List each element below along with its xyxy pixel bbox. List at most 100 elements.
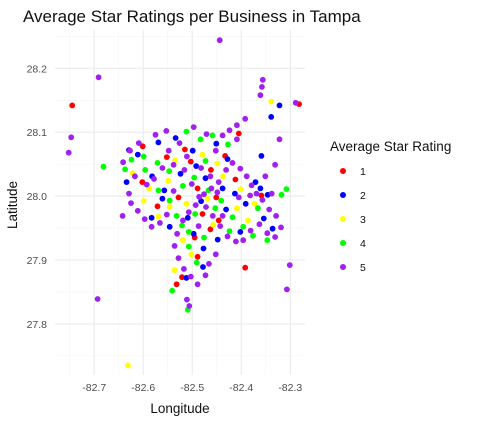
data-point (268, 98, 275, 105)
y-tick-label: 27.9 (27, 255, 48, 267)
data-point (159, 165, 166, 171)
data-point (180, 183, 186, 189)
data-point (268, 114, 275, 120)
data-point (286, 262, 293, 268)
data-point (143, 181, 150, 188)
data-point (197, 136, 204, 143)
data-point (255, 205, 261, 212)
data-point (208, 167, 214, 173)
data-point (183, 275, 190, 281)
data-point (193, 259, 200, 266)
data-point (229, 160, 236, 166)
data-point (203, 131, 210, 138)
data-point (166, 223, 173, 230)
data-point (180, 217, 186, 224)
data-point (152, 131, 159, 138)
data-point (220, 173, 227, 180)
data-point (159, 195, 166, 202)
data-point (192, 202, 199, 209)
data-point (217, 223, 224, 230)
legend-key-3 (340, 216, 346, 222)
data-point (272, 161, 278, 168)
data-point (207, 173, 214, 180)
data-point (283, 186, 290, 193)
data-point (266, 206, 273, 213)
data-point (198, 165, 205, 171)
data-point (242, 200, 249, 207)
data-point (212, 205, 219, 212)
data-point (226, 228, 233, 235)
data-point (258, 153, 265, 159)
data-point (219, 213, 226, 219)
data-point (120, 159, 126, 166)
data-point (215, 179, 222, 186)
data-point (259, 197, 266, 203)
data-point (184, 214, 191, 221)
data-point (210, 222, 217, 228)
data-point (188, 181, 195, 187)
data-point (273, 213, 279, 219)
legend-key-2 (340, 192, 346, 198)
data-point (199, 151, 206, 158)
data-point (209, 132, 216, 139)
data-point (200, 264, 206, 270)
data-point (268, 190, 275, 197)
data-point (154, 203, 161, 210)
data-point (224, 233, 231, 240)
data-point (165, 147, 172, 154)
x-tick-label: -82.6 (131, 382, 155, 394)
data-point (253, 190, 260, 197)
data-point (209, 213, 216, 219)
data-point (173, 213, 180, 219)
data-point (176, 140, 183, 147)
data-point (260, 215, 267, 222)
legend-label-2: 2 (360, 190, 366, 202)
y-tick-label: 28.2 (27, 63, 48, 75)
data-point (126, 190, 132, 197)
data-point (187, 273, 194, 280)
legend-label-4: 4 (360, 238, 366, 250)
data-point (259, 84, 265, 90)
data-point (202, 158, 209, 164)
data-point (218, 197, 225, 204)
data-point (194, 281, 201, 288)
legend-label-5: 5 (360, 262, 366, 274)
data-point (278, 224, 284, 231)
data-point (250, 232, 256, 239)
data-point (179, 222, 185, 229)
data-point (148, 223, 155, 230)
data-point (192, 211, 199, 217)
data-point (181, 167, 188, 173)
chart-title: Average Star Ratings per Business in Tam… (23, 7, 361, 26)
data-point (202, 175, 209, 182)
data-point (184, 153, 190, 160)
data-point (242, 264, 249, 271)
data-point (169, 287, 176, 294)
data-point (142, 167, 149, 173)
data-point (257, 92, 264, 99)
legend-items: 1 2 3 4 5 (340, 166, 366, 274)
data-point (194, 185, 201, 192)
data-point (175, 194, 182, 201)
data-point (68, 134, 75, 141)
data-point (170, 188, 177, 194)
data-point (151, 176, 157, 182)
data-point (235, 130, 242, 137)
data-point (251, 200, 258, 207)
data-point (245, 217, 252, 224)
data-point (163, 154, 170, 161)
y-axis-label: Latitude (5, 181, 20, 229)
data-point (252, 179, 259, 186)
data-point (163, 127, 170, 134)
data-point (174, 230, 181, 237)
data-point (180, 237, 186, 244)
data-point (232, 190, 238, 197)
data-point (264, 237, 271, 244)
data-point (226, 127, 233, 134)
grid (55, 30, 305, 375)
data-point (181, 266, 187, 272)
data-point (155, 187, 162, 194)
legend-title: Average Star Rating (330, 139, 451, 154)
data-point (196, 193, 203, 200)
